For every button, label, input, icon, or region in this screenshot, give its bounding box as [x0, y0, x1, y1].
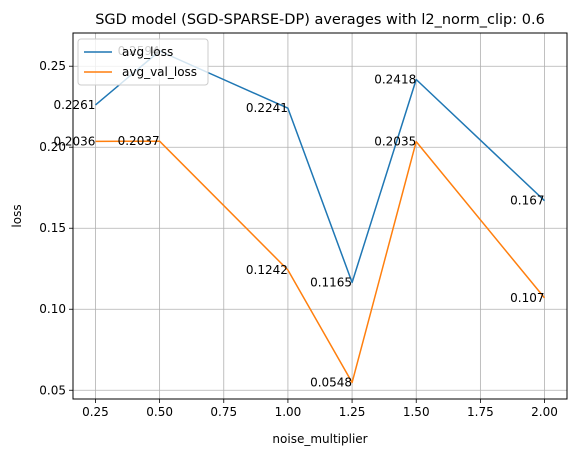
x-tick-label: 0.50 — [146, 405, 173, 419]
x-tick-label: 1.75 — [467, 405, 494, 419]
legend-entry: avg_loss — [122, 45, 173, 59]
legend-entry: avg_val_loss — [122, 65, 197, 79]
data-label: 0.1165 — [310, 276, 352, 290]
data-label: 0.1242 — [246, 263, 288, 277]
x-tick-label: 1.00 — [275, 405, 302, 419]
x-tick-label: 1.50 — [403, 405, 430, 419]
x-tick-label: 1.25 — [339, 405, 366, 419]
y-tick-label: 0.05 — [39, 383, 66, 397]
data-label: 0.2418 — [374, 72, 416, 86]
x-tick-label: 0.25 — [82, 405, 109, 419]
y-axis-label: loss — [10, 204, 24, 227]
data-label: 0.167 — [510, 194, 544, 208]
axis-ticks: 0.25 0.50 0.75 1.00 1.25 1.50 1.75 2.00 0.05 0.10… — [39, 59, 558, 419]
data-label: 0.2036 — [53, 134, 95, 148]
x-tick-label: 0.75 — [210, 405, 237, 419]
data-label: 0.0548 — [310, 375, 352, 389]
x-tick-label: 2.00 — [531, 405, 558, 419]
data-label: 0.2241 — [246, 101, 288, 115]
series-line-avg-val-loss — [95, 140, 546, 384]
legend-box — [77, 38, 209, 86]
y-tick-label: 0.25 — [39, 59, 66, 73]
y-tick-label: 0.15 — [39, 221, 66, 235]
data-label: 0.2261 — [53, 98, 95, 112]
legend: avg_loss avg_val_loss — [77, 38, 209, 86]
data-label: 0.2037 — [118, 134, 160, 148]
data-label: 0.2035 — [374, 135, 416, 149]
data-label: 0.107 — [510, 291, 544, 305]
x-axis-label: noise_multiplier — [272, 432, 367, 446]
grid — [73, 33, 567, 399]
plot-frame — [72, 32, 568, 400]
y-tick-label: 0.20 — [39, 140, 66, 154]
chart-title: SGD model (SGD-SPARSE-DP) averages with … — [95, 12, 545, 28]
y-tick-label: 0.10 — [39, 302, 66, 316]
